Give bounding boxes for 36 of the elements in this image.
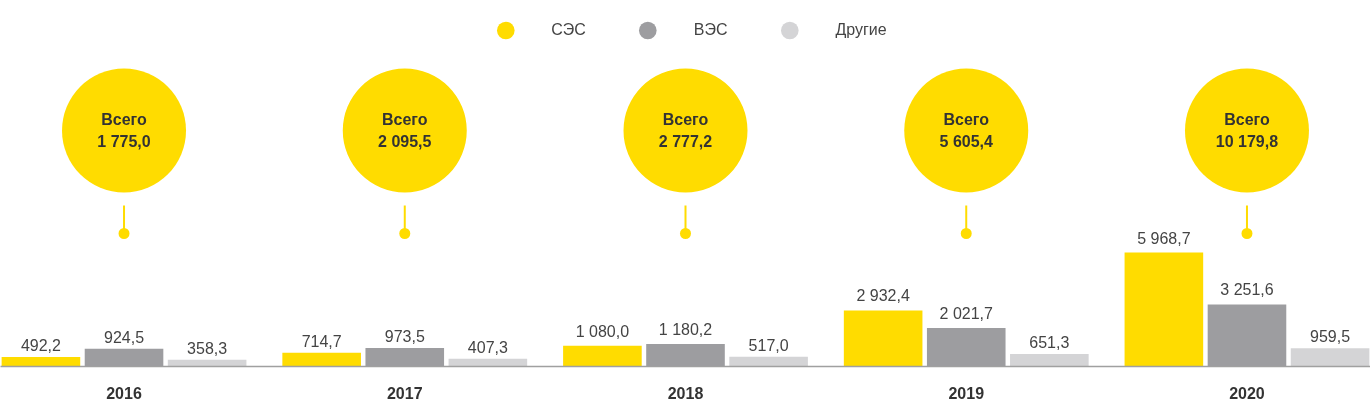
data-label: 714,7 — [301, 332, 342, 350]
text: Всего 2 095,5 — [378, 111, 432, 150]
data-label: 2 932,4 — [856, 287, 910, 305]
text: Всего 10 179,8 — [1215, 111, 1279, 150]
data-label: 358,3 — [187, 339, 228, 357]
data-label: 959,5 — [1310, 328, 1351, 346]
x-tick-label: 2018 — [667, 384, 704, 402]
bar — [1124, 252, 1204, 367]
text: Всего 2 777,2 — [658, 111, 713, 150]
text: Всего 1 775,0 — [97, 111, 151, 150]
data-label: 1 080,0 — [575, 322, 630, 340]
bar — [563, 345, 642, 367]
legend-label: ВЭС — [693, 21, 728, 39]
legend-label: СЭС — [551, 21, 586, 39]
data-label: 924,5 — [104, 328, 145, 346]
x-tick-label: 2020 — [1229, 384, 1265, 402]
data-label: 3 251,6 — [1220, 281, 1274, 299]
text: Всего 5 605,4 — [939, 111, 994, 150]
x-tick-label: 2016 — [106, 384, 142, 402]
legend-label: Другие — [835, 21, 887, 39]
data-label: 2 021,7 — [939, 304, 994, 322]
data-label: 973,5 — [384, 327, 425, 345]
data-label: 492,2 — [20, 337, 62, 355]
data-label: 1 180,2 — [658, 320, 713, 338]
bar — [282, 352, 361, 367]
bar — [1290, 348, 1370, 367]
bar — [1010, 354, 1089, 367]
data-label: 5 968,7 — [1137, 229, 1191, 247]
data-label: 651,3 — [1029, 334, 1070, 352]
x-tick-label: 2019 — [948, 384, 985, 402]
data-label: 517,0 — [748, 336, 789, 354]
bar — [843, 310, 923, 367]
x-tick-label: 2017 — [386, 384, 423, 402]
bar — [729, 356, 808, 367]
bar — [1, 357, 81, 367]
data-label: 407,3 — [467, 338, 508, 356]
